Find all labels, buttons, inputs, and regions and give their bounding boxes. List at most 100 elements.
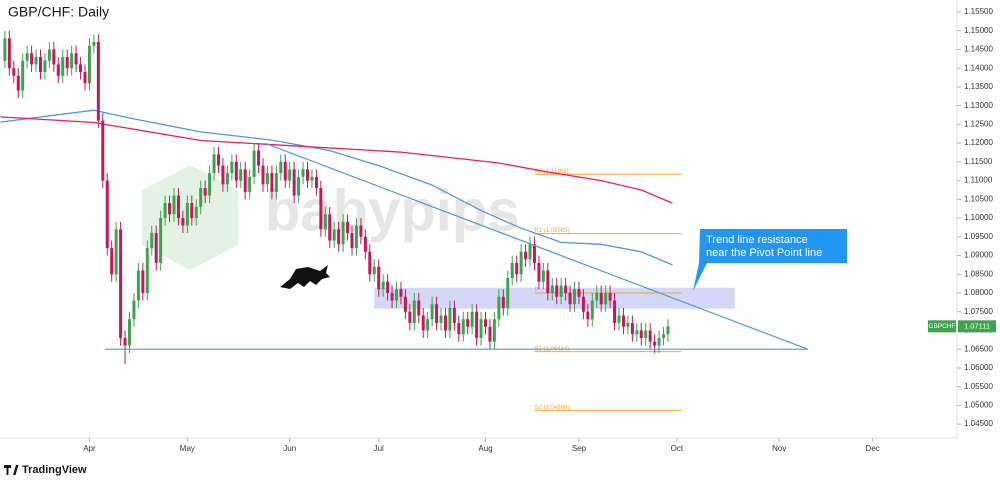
candle-body: [283, 161, 287, 181]
candle-body: [484, 319, 488, 327]
x-tick-label: Apr: [83, 444, 96, 453]
candle-body: [568, 292, 572, 305]
symbol-badge: [928, 320, 956, 333]
candle-body: [528, 244, 532, 260]
bull-icon: [280, 265, 330, 289]
callout-text: near the Pivot Point line: [706, 247, 822, 259]
candle-body: [248, 176, 252, 192]
candle-body: [38, 56, 42, 72]
candle-body: [435, 304, 439, 323]
candle-body: [314, 176, 318, 189]
y-tick-label: 1.04500: [964, 419, 993, 428]
y-tick-label: 1.08000: [964, 288, 993, 297]
y-tick-label: 1.05500: [964, 382, 993, 391]
y-tick-label: 1.13000: [964, 101, 993, 110]
plot: R2 (1.11168)R1 (1.09585)PS1 (1.06434)S2 …: [0, 30, 808, 411]
candle-body: [644, 330, 648, 338]
candle-body: [386, 281, 390, 293]
candle-body: [252, 150, 256, 177]
symbol-label: GBPCHF: [928, 323, 955, 330]
candle-body: [87, 45, 91, 84]
price-zone: [374, 287, 735, 309]
candle-body: [70, 53, 74, 69]
candle-body: [3, 38, 7, 61]
candle-body: [323, 214, 327, 230]
candle-body: [199, 188, 203, 207]
candle-body: [590, 300, 594, 320]
y-tick-label: 1.11000: [964, 176, 993, 185]
trend-line: [264, 142, 808, 350]
pivot-label: S2 (1.04866): [534, 405, 569, 411]
candle-body: [452, 307, 456, 323]
candle-body: [354, 225, 358, 249]
candle-body: [595, 292, 599, 301]
candle-body: [363, 236, 367, 252]
candle-body: [56, 64, 60, 76]
candle-body: [350, 233, 354, 249]
candle-body: [466, 319, 470, 327]
candle-body: [101, 120, 105, 181]
pivot-label: P: [534, 288, 538, 294]
candle-body: [457, 322, 461, 335]
pivot-label: R1 (1.09585): [534, 228, 569, 234]
candle-body: [217, 154, 221, 166]
candle-body: [510, 263, 514, 279]
candle-body: [479, 319, 483, 338]
y-tick-label: 1.13500: [964, 82, 993, 91]
candle-body: [176, 195, 180, 219]
candle-body: [96, 41, 100, 121]
callout-rect: [700, 229, 847, 263]
candle-body: [475, 311, 479, 338]
candle-body: [21, 60, 25, 91]
candle-body: [657, 337, 661, 346]
candle-body: [461, 319, 465, 335]
y-tick-label: 1.10500: [964, 194, 993, 203]
candle-body: [524, 251, 528, 260]
candle-body: [159, 218, 163, 264]
candle-body: [154, 233, 158, 264]
candle-body: [608, 292, 612, 301]
candle-body: [7, 38, 11, 69]
candle-body: [430, 304, 434, 320]
candle-body: [123, 337, 127, 346]
candle-body: [417, 300, 421, 316]
candle-body: [555, 285, 559, 297]
candle-body: [426, 319, 430, 331]
candle-body: [185, 203, 189, 226]
candle-body: [16, 75, 20, 91]
watermark: babypips: [265, 178, 520, 243]
x-tick-label: Jul: [374, 444, 384, 453]
candle-body: [648, 330, 652, 342]
y-tick-label: 1.09000: [964, 251, 993, 260]
candle-body: [328, 214, 332, 241]
candle-body: [613, 300, 617, 323]
candle-body: [319, 188, 323, 230]
y-tick-label: 1.14500: [964, 45, 993, 54]
candle-body: [421, 315, 425, 331]
moving-average: [0, 116, 673, 204]
x-tick-label: Nov: [772, 444, 786, 453]
y-tick-label: 1.05000: [964, 401, 993, 410]
candle-body: [662, 334, 666, 338]
candle-body: [368, 251, 372, 275]
y-tick-label: 1.14000: [964, 63, 993, 72]
candle-body: [448, 307, 452, 331]
candle-body: [243, 169, 247, 192]
y-tick-label: 1.15000: [964, 26, 993, 35]
candle-body: [617, 315, 621, 323]
candle-body: [621, 315, 625, 327]
candle-body: [501, 296, 505, 308]
candle-body: [630, 322, 634, 335]
candle-body: [408, 311, 412, 323]
candle-body: [297, 176, 301, 196]
candle-body: [541, 270, 545, 282]
candle-body: [172, 195, 176, 215]
candle-body: [25, 53, 29, 61]
y-tick-label: 1.06500: [964, 344, 993, 353]
candle-body: [310, 176, 314, 181]
candle-body: [221, 165, 225, 185]
candle-body: [270, 173, 274, 192]
candle-body: [110, 248, 114, 275]
candle-body: [225, 173, 229, 185]
